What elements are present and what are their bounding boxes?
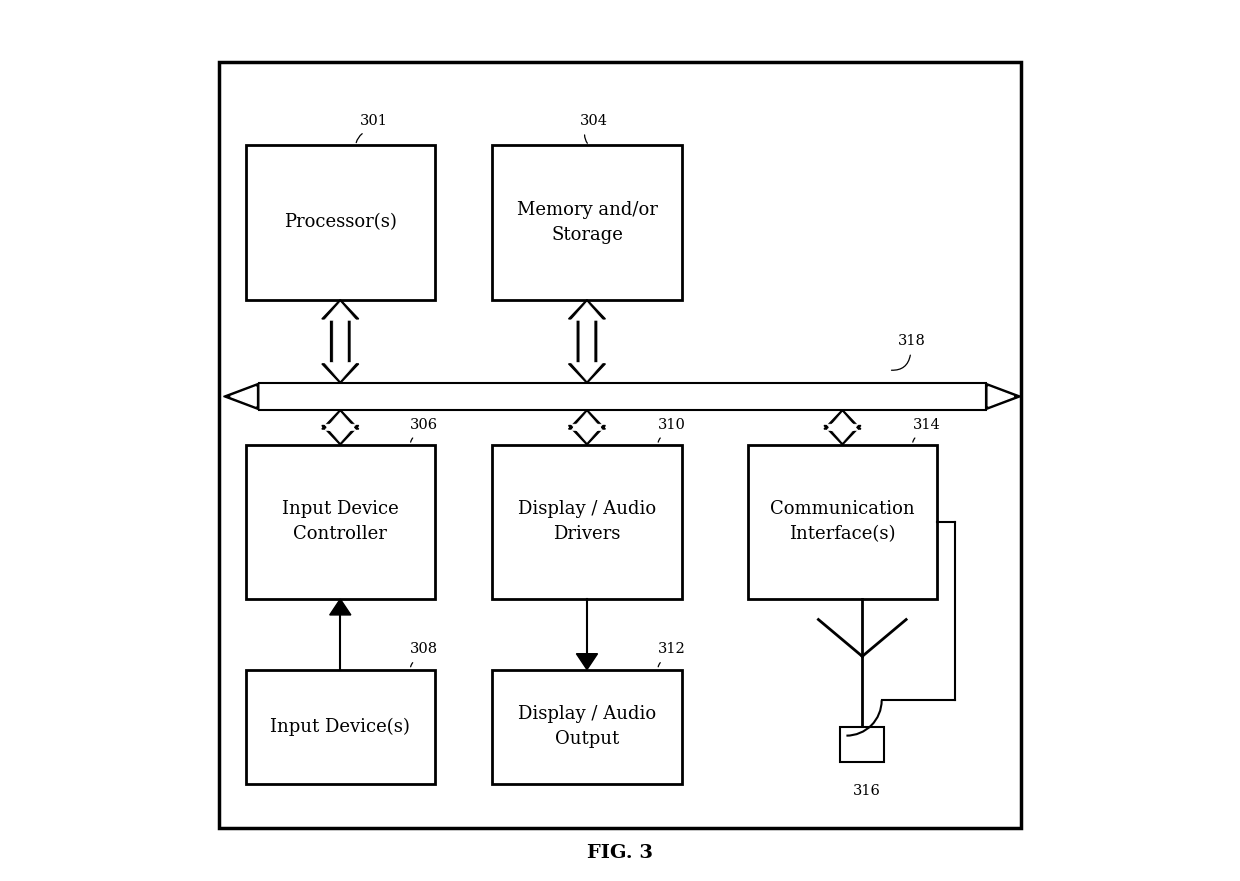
- Polygon shape: [325, 412, 356, 442]
- Polygon shape: [569, 300, 605, 383]
- Polygon shape: [325, 302, 356, 381]
- Text: 316: 316: [853, 784, 880, 798]
- Text: 301: 301: [360, 114, 388, 128]
- Text: 318: 318: [898, 334, 925, 348]
- Polygon shape: [572, 302, 603, 381]
- FancyBboxPatch shape: [748, 445, 937, 599]
- Polygon shape: [322, 300, 358, 383]
- Polygon shape: [572, 412, 603, 442]
- Polygon shape: [577, 654, 598, 670]
- Polygon shape: [827, 412, 858, 442]
- Polygon shape: [330, 599, 351, 615]
- Text: Processor(s): Processor(s): [284, 213, 397, 232]
- FancyBboxPatch shape: [219, 62, 1021, 828]
- FancyBboxPatch shape: [841, 727, 884, 762]
- FancyBboxPatch shape: [246, 670, 435, 784]
- Text: Display / Audio
Output: Display / Audio Output: [518, 706, 656, 748]
- Text: Memory and/or
Storage: Memory and/or Storage: [517, 201, 657, 244]
- Polygon shape: [825, 410, 861, 445]
- Text: 312: 312: [658, 642, 686, 656]
- Polygon shape: [986, 383, 1021, 410]
- Polygon shape: [223, 383, 259, 410]
- Text: FIG. 3: FIG. 3: [587, 844, 653, 862]
- Text: Communication
Interface(s): Communication Interface(s): [770, 500, 915, 544]
- Polygon shape: [569, 410, 605, 445]
- Polygon shape: [322, 410, 358, 445]
- Polygon shape: [988, 387, 1014, 406]
- Text: Display / Audio
Drivers: Display / Audio Drivers: [518, 500, 656, 544]
- Polygon shape: [231, 387, 257, 406]
- Text: 306: 306: [410, 418, 439, 432]
- Text: 304: 304: [580, 114, 609, 128]
- Text: Input Device
Controller: Input Device Controller: [281, 500, 398, 544]
- Text: 314: 314: [913, 418, 940, 432]
- FancyBboxPatch shape: [492, 445, 682, 599]
- FancyBboxPatch shape: [492, 145, 682, 300]
- Text: Input Device(s): Input Device(s): [270, 718, 410, 736]
- FancyBboxPatch shape: [246, 145, 435, 300]
- FancyBboxPatch shape: [246, 445, 435, 599]
- Text: 308: 308: [410, 642, 439, 656]
- Text: 310: 310: [658, 418, 686, 432]
- FancyBboxPatch shape: [492, 670, 682, 784]
